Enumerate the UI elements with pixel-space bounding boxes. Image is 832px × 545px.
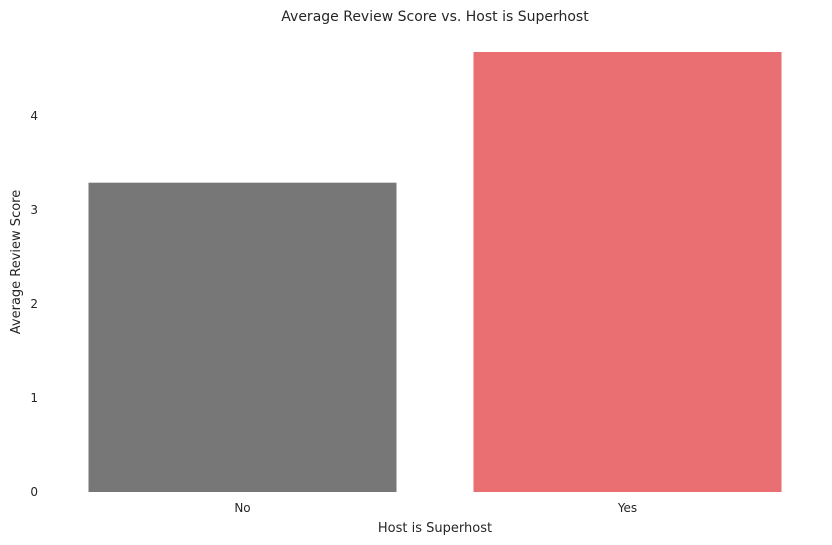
y-tick-label: 3	[30, 203, 38, 217]
y-tick-label: 4	[30, 109, 38, 123]
y-tick-label: 0	[30, 485, 38, 499]
x-tick-label: Yes	[617, 501, 637, 515]
bar-yes	[473, 52, 782, 492]
bars-group	[88, 52, 782, 492]
y-tick-label: 2	[30, 297, 38, 311]
y-axis-ticks: 0 1 2 3 4	[30, 109, 38, 499]
x-axis-label: Host is Superhost	[378, 521, 492, 536]
chart-title: Average Review Score vs. Host is Superho…	[281, 9, 589, 25]
y-tick-label: 1	[30, 391, 38, 405]
y-axis-label: Average Review Score	[9, 190, 24, 334]
x-axis-ticks: No Yes	[234, 501, 637, 515]
x-tick-label: No	[234, 501, 250, 515]
bar-no	[88, 182, 397, 492]
